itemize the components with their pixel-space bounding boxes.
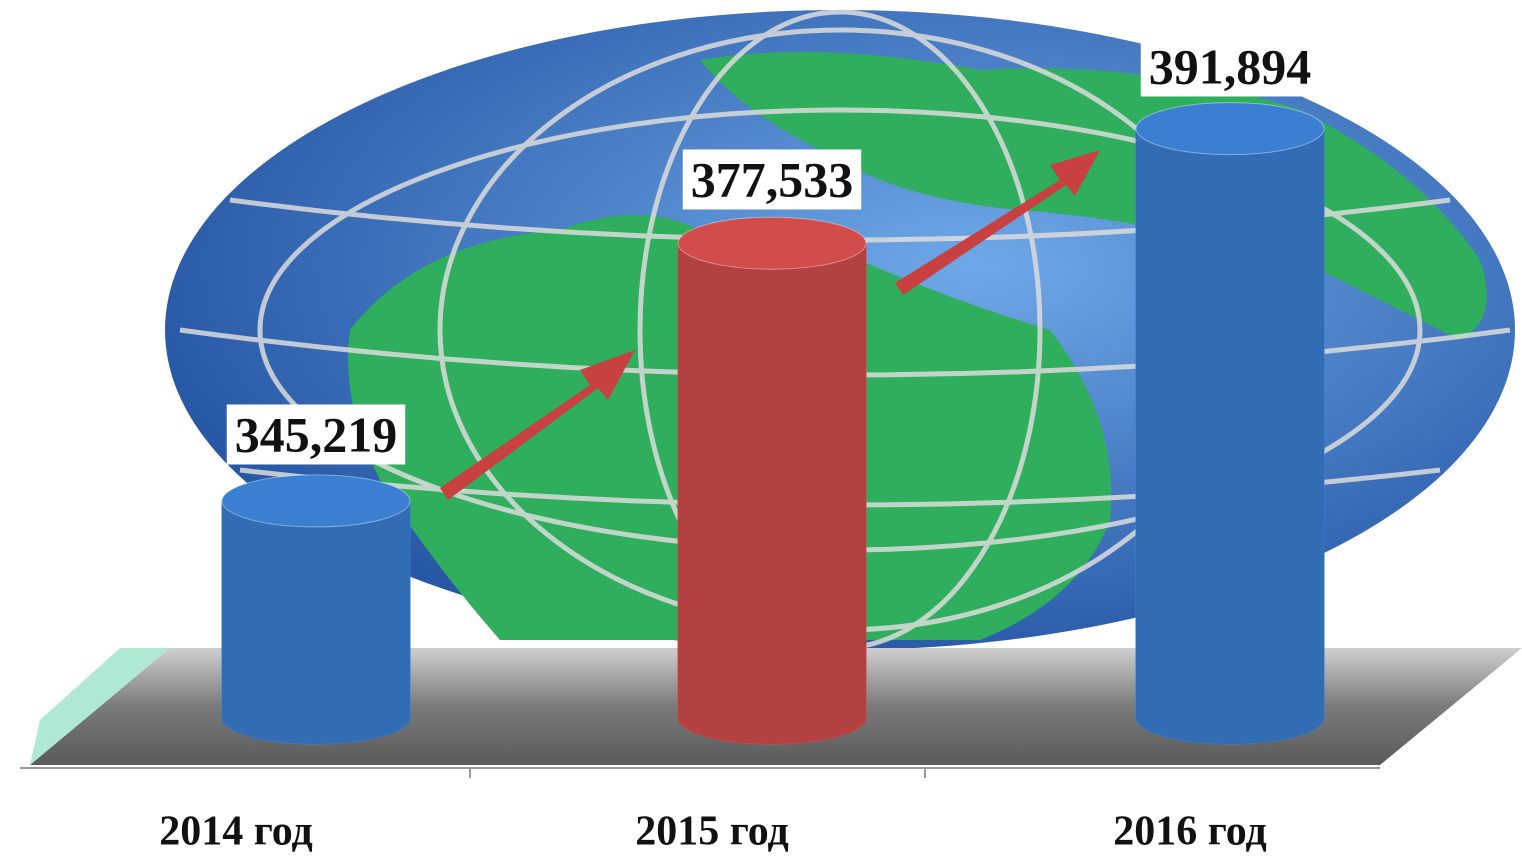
value-label: 345,219 [235,406,398,462]
cylinder-top [1135,102,1325,156]
value-label-box [226,404,406,465]
cylinder-top [221,474,411,528]
bar [677,216,867,745]
cylinder-top [677,216,867,270]
value-label: 391,894 [1149,38,1312,94]
x-tick-label: 2014 год [159,809,313,855]
value-label: 377,533 [691,151,854,207]
value-label-box [1140,36,1320,97]
bar [221,474,411,745]
bar [1135,102,1325,745]
cylinder-shade [1136,128,1324,745]
x-tick-label: 2015 год [635,809,789,855]
cylinder-shade [222,500,410,744]
value-label-box [682,149,862,210]
cylinder-shade [678,243,866,744]
x-tick-label: 2016 год [1113,809,1267,855]
